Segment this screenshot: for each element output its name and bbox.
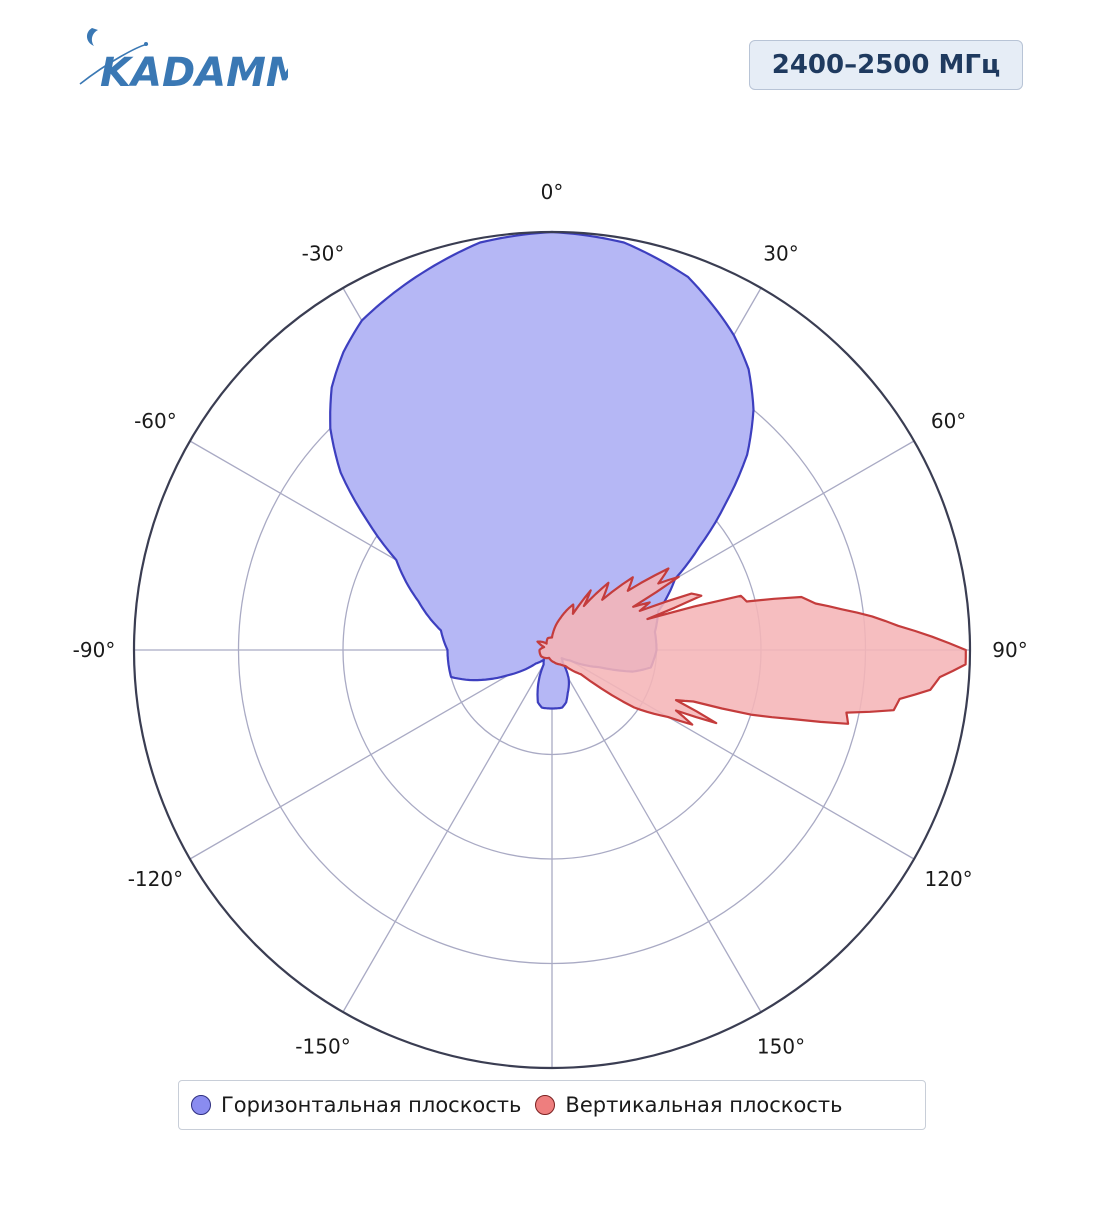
angular-gridline — [551, 649, 762, 1013]
angular-tick-label: 60° — [931, 409, 966, 433]
legend-item-horizontal[interactable]: Горизонтальная плоскость — [191, 1093, 521, 1117]
legend-item-vertical[interactable]: Вертикальная плоскость — [535, 1093, 842, 1117]
angular-tick-label: -150° — [295, 1035, 350, 1059]
angular-gridline — [342, 649, 553, 1013]
legend-label-horizontal: Горизонтальная плоскость — [221, 1093, 522, 1117]
angular-tick-label: 150° — [757, 1035, 805, 1059]
legend-marker-horizontal — [191, 1095, 211, 1115]
angular-tick-label: -30° — [302, 241, 345, 265]
angular-gridline — [189, 649, 553, 860]
legend: Горизонтальная плоскость Вертикальная пл… — [178, 1080, 926, 1130]
angular-tick-label: 120° — [925, 867, 973, 891]
angular-tick-labels: 0° 30° 60° 90° 120° 150° -150° -120° -90° -60° -30… — [73, 180, 1028, 1059]
angular-tick-label: 0° — [541, 180, 564, 204]
series-layer — [329, 230, 967, 726]
legend-label-vertical: Вертикальная плоскость — [565, 1093, 843, 1117]
angular-tick-label: -90° — [73, 638, 116, 662]
polar-outer-circle — [132, 230, 972, 1070]
polar-frame — [132, 230, 972, 1070]
kadamm-logo: KADAMM — [78, 26, 288, 90]
angular-tick-label: 90° — [992, 638, 1027, 662]
series-vertical-plane — [536, 567, 967, 726]
logo-mark: KADAMM — [79, 28, 288, 90]
angular-tick-label: -60° — [134, 409, 177, 433]
angular-tick-label: -120° — [128, 867, 183, 891]
angular-tick-label: 30° — [763, 241, 798, 265]
frequency-band-badge: 2400–2500 МГц — [749, 40, 1023, 90]
logo-text: KADAMM — [100, 50, 288, 90]
legend-marker-vertical — [535, 1095, 556, 1115]
